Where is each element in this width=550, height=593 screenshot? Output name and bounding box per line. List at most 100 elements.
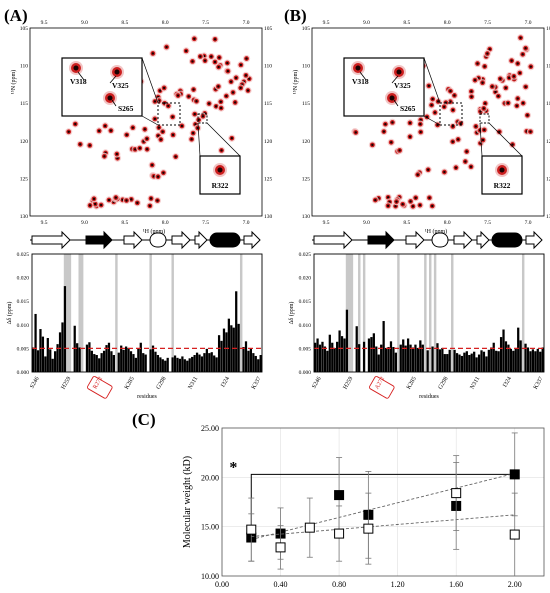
csp-bar: [534, 351, 537, 372]
csp-bar: [318, 344, 322, 372]
callout-peak-core: [355, 65, 361, 71]
csp-bar: [416, 347, 420, 372]
csp-bar: [497, 351, 500, 372]
csp-bar: [210, 352, 213, 372]
csp-bar: [372, 333, 375, 372]
peak-core: [453, 94, 456, 97]
csp-bar: [358, 344, 361, 372]
scatter-x-tick: 2.00: [508, 580, 522, 589]
peak-core: [136, 201, 139, 205]
csp-bar: [414, 344, 417, 372]
significance-bracket: [250, 473, 515, 525]
csp-bar: [237, 323, 240, 372]
peak-core: [210, 55, 213, 58]
csp-x-tick: N311: [188, 376, 200, 390]
csp-bar: [473, 351, 476, 372]
y-tick-label-right: 115: [264, 101, 272, 107]
peak-core: [156, 199, 159, 202]
csp-bar: [519, 340, 522, 372]
point-open: [304, 522, 315, 533]
csp-bar: [85, 344, 89, 372]
peak-core: [430, 103, 433, 107]
connector-line: [206, 122, 241, 157]
point-open: [246, 524, 257, 535]
csp-bar: [387, 346, 390, 372]
shaded-region: [429, 254, 432, 372]
callout-peak-core: [499, 167, 505, 173]
peak-core: [167, 104, 170, 108]
peak-core: [401, 203, 404, 206]
csp-bar: [448, 349, 451, 372]
peak-core: [464, 160, 467, 163]
peak-core: [499, 77, 502, 80]
y-tick-label-left: 130: [302, 214, 311, 220]
peak-core: [521, 101, 525, 105]
callout-peak-core: [396, 69, 402, 75]
peak-core: [451, 125, 455, 128]
csp-bar: [244, 341, 248, 372]
connector-line: [423, 57, 441, 104]
csp-bar: [333, 347, 336, 372]
peak-core: [107, 198, 111, 202]
csp-bar: [95, 355, 98, 372]
csp-bar: [46, 338, 49, 372]
csp-bar: [343, 338, 346, 372]
beta-strand: [171, 230, 191, 250]
callout-arrows: [77, 71, 117, 107]
csp-bar: [470, 353, 473, 372]
peak-core: [408, 121, 412, 125]
csp-bar: [144, 354, 147, 372]
csp-x-label: residues: [137, 394, 157, 400]
peak-core: [469, 165, 473, 168]
csp-bar: [377, 354, 380, 372]
x-axis-label: ¹H (ppm): [425, 228, 447, 235]
csp-bar: [107, 342, 111, 372]
csp-bar: [536, 348, 539, 372]
peak-core: [398, 149, 401, 152]
csp-bar: [78, 347, 81, 372]
csp-bar: [389, 341, 393, 372]
csp-bar: [468, 355, 471, 372]
y-tick-label-left: 120: [302, 139, 311, 145]
csp-bar: [394, 352, 397, 372]
peak-core: [512, 75, 516, 78]
zoom-source-box: [439, 102, 463, 126]
peak-core: [484, 102, 487, 105]
csp-bar: [421, 344, 424, 372]
csp-bar: [252, 353, 255, 372]
csp-frame: [31, 253, 263, 373]
peak-core: [151, 52, 155, 55]
peak-core: [516, 62, 519, 65]
peak-core: [442, 105, 446, 109]
peak-core: [382, 130, 386, 133]
bottom-tick-label: 8.0: [162, 220, 169, 226]
csp-bar: [171, 357, 174, 372]
csp-bar: [193, 355, 196, 372]
peak-core: [171, 133, 175, 137]
csp-bar: [480, 350, 483, 372]
csp-y-label: Δδ (ppm): [288, 302, 295, 325]
boxed-tick-frame: [369, 376, 395, 399]
csp-bar: [345, 309, 349, 372]
peak-core: [511, 143, 514, 146]
csp-bar: [132, 354, 135, 372]
peak-core: [195, 100, 198, 103]
beta-strand: [243, 230, 261, 250]
peak-core: [103, 155, 106, 158]
csp-bar: [156, 355, 160, 372]
csp-bar: [154, 351, 157, 372]
csp-y-tick: 0.020: [17, 276, 30, 282]
peak-core: [138, 146, 141, 150]
csp-bar: [477, 354, 481, 372]
bottom-tick-label: 8.5: [403, 220, 410, 226]
csp-bar: [529, 351, 532, 372]
top-tick-label: 7.0: [243, 20, 250, 26]
csp-bar: [181, 356, 184, 372]
panel-label-b: (B): [284, 6, 307, 25]
peak-core: [482, 107, 485, 110]
csp-bar: [458, 354, 461, 372]
csp-bar: [499, 337, 503, 372]
peak-core: [483, 65, 486, 68]
peak-core: [165, 45, 168, 49]
